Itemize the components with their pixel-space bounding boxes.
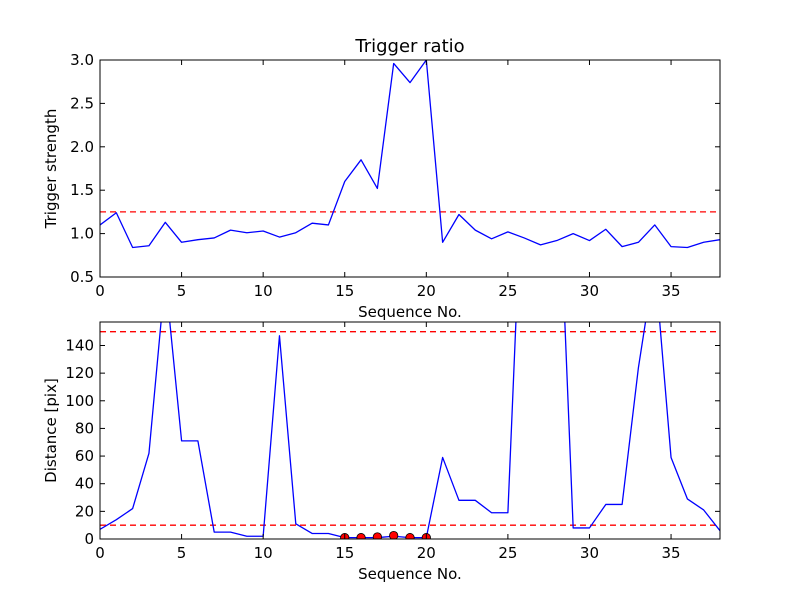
y-tick-label: 100 bbox=[65, 392, 94, 410]
plot-area bbox=[100, 60, 720, 249]
x-tick-label: 20 bbox=[417, 282, 436, 300]
x-axis-label: Sequence No. bbox=[358, 565, 462, 583]
x-tick-label: 5 bbox=[177, 544, 187, 562]
x-tick-label: 35 bbox=[662, 544, 681, 562]
y-tick-label: 1.0 bbox=[70, 225, 94, 243]
y-axis-label: Trigger strength bbox=[42, 109, 60, 230]
y-tick-label: 1.5 bbox=[70, 181, 94, 199]
axes-frame bbox=[99, 59, 721, 278]
series-line bbox=[100, 60, 720, 249]
x-tick-label: 30 bbox=[580, 544, 599, 562]
x-tick-label: 0 bbox=[95, 282, 105, 300]
y-axis-label: Distance [pix] bbox=[42, 378, 60, 483]
x-tick-label: 25 bbox=[498, 544, 517, 562]
x-tick-label: 35 bbox=[662, 282, 681, 300]
trigger-ratio-axes: 0 5 10 15 20 25 30 35 0.5 1.0 1.5 2.0 2.5 3.0 Trigger … bbox=[42, 36, 721, 321]
chart-title: Trigger ratio bbox=[354, 36, 464, 57]
x-tick-label: 25 bbox=[498, 282, 517, 300]
distance-axes: 0 5 10 15 20 25 30 35 0 20 40 60 80 100 120 140 Sequence… bbox=[42, 321, 721, 583]
x-tick-label: 15 bbox=[335, 544, 354, 562]
y-tick-label: 140 bbox=[65, 336, 94, 354]
x-axis-label: Sequence No. bbox=[358, 303, 462, 321]
axes-frame bbox=[99, 321, 721, 540]
y-tick-label: 0 bbox=[84, 530, 94, 548]
data-point bbox=[356, 533, 366, 539]
x-tick-label: 5 bbox=[177, 282, 187, 300]
x-tick-label: 30 bbox=[580, 282, 599, 300]
y-tick-label: 60 bbox=[75, 447, 94, 465]
x-tick-label: 15 bbox=[335, 282, 354, 300]
data-point bbox=[405, 533, 415, 539]
y-tick-label: 40 bbox=[75, 475, 94, 493]
x-tick-label: 10 bbox=[254, 544, 273, 562]
x-tick-label: 0 bbox=[95, 544, 105, 562]
y-tick-label: 20 bbox=[75, 502, 94, 520]
x-tick-label: 20 bbox=[417, 544, 436, 562]
y-tick-label: 2.0 bbox=[70, 138, 94, 156]
y-tick-label: 0.5 bbox=[70, 268, 94, 286]
plot-area bbox=[100, 322, 720, 539]
data-point bbox=[389, 530, 399, 539]
data-point bbox=[372, 532, 382, 539]
y-tick-label: 2.5 bbox=[70, 94, 94, 112]
y-tick-label: 80 bbox=[75, 419, 94, 437]
y-tick-label: 3.0 bbox=[70, 51, 94, 69]
y-tick-label: 120 bbox=[65, 364, 94, 382]
x-tick-label: 10 bbox=[254, 282, 273, 300]
